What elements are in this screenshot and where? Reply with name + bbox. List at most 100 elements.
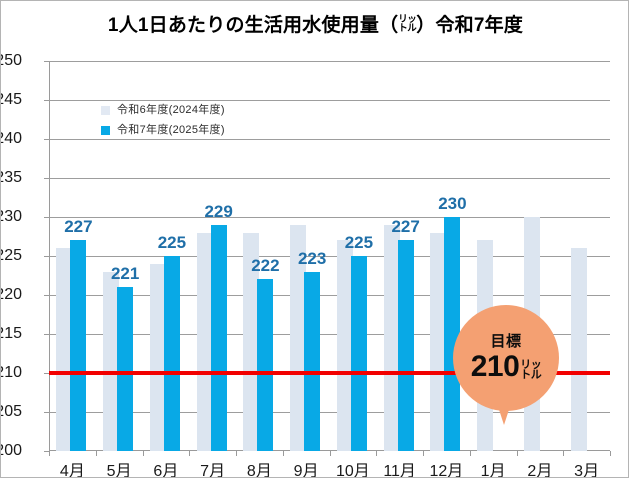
callout-value: 210 [470, 350, 520, 383]
bar-value-label: 227 [64, 217, 93, 237]
bar-previous-year [383, 224, 400, 451]
callout-label: 目標 [490, 333, 522, 350]
bar-group: 223 [283, 61, 330, 451]
bar-group: 229 [189, 61, 236, 451]
x-axis-tick [49, 451, 50, 456]
bar-current-year [444, 217, 461, 451]
plot-area: 200 205 210 215 220 225 230 235 240 245 250 227 221… [1, 53, 611, 477]
gridline [49, 100, 610, 101]
bar-group: 221 [96, 61, 143, 451]
bar-value-label: 221 [110, 264, 140, 284]
y-axis-label: 200 [1, 442, 22, 459]
y-axis-label: 215 [1, 325, 22, 342]
x-axis-label: 6月 [153, 463, 179, 478]
gridline [49, 334, 610, 335]
x-axis-label: 9月 [293, 463, 319, 478]
page-title: 1人1日あたりの生活用水使用量（ リッ トル ）令和7年度 [1, 10, 628, 37]
bar-group: 225 [143, 61, 190, 451]
x-axis-tick [423, 451, 424, 456]
callout-unit-line1: リッ [520, 358, 542, 371]
y-axis-label: 205 [1, 403, 22, 420]
y-axis-label: 210 [1, 364, 22, 381]
bar-previous-year [243, 232, 260, 451]
bar-previous-year [149, 263, 166, 451]
bar-group: 222 [236, 61, 283, 451]
y-axis-tick [44, 334, 49, 335]
y-axis-tick [44, 373, 49, 374]
callout-value-row: 210 リッ トル [471, 352, 542, 382]
y-axis-tick [44, 217, 49, 218]
bar-value-label: 225 [344, 233, 374, 252]
title-unit-line1: リッ [398, 14, 417, 26]
bar-current-year [210, 224, 227, 451]
y-axis-tick [44, 139, 49, 140]
y-axis-label: 250 [1, 52, 22, 69]
callout-unit-liter: リッ トル [520, 358, 542, 381]
bar-previous-year [336, 240, 353, 451]
legend: 令和6年度(2024年度) 令和7年度(2025年度) [101, 105, 225, 145]
y-axis-label: 225 [1, 247, 22, 264]
bar-value-label: 229 [204, 201, 233, 221]
y-axis-label: 240 [1, 130, 22, 147]
legend-item-current-year: 令和7年度(2025年度) [101, 125, 225, 136]
gridline [49, 217, 610, 218]
x-axis-label: 12月 [429, 463, 464, 478]
callout-content: 目標 210 リッ トル [453, 305, 559, 411]
bar-value-label: 227 [391, 217, 420, 237]
y-axis-tick [44, 100, 49, 101]
x-axis-tick [563, 451, 565, 456]
bar-previous-year [290, 224, 307, 451]
bar-group: 225 [330, 61, 377, 451]
title-main-text: 1人1日あたりの生活用水使用量 [107, 15, 380, 36]
bar-current-year [117, 287, 134, 451]
target-callout: 目標 210 リッ トル [453, 305, 559, 425]
x-axis-label: 2月 [527, 463, 553, 478]
legend-label-curr: 令和7年度(2025年度) [117, 124, 225, 136]
title-fiscal-year: 令和7年度 [435, 15, 524, 36]
x-axis-label: 11月 [383, 463, 416, 478]
gridline [49, 295, 610, 296]
gridline [49, 256, 610, 257]
title-unit-liter: リッ トル [398, 14, 417, 33]
legend-item-prev-year: 令和6年度(2024年度) [101, 105, 225, 116]
y-axis-tick [44, 451, 49, 452]
bar-current-year [163, 256, 180, 451]
bar-group [563, 61, 610, 451]
bar-group: 230 [423, 61, 470, 451]
x-axis-label: 5月 [106, 463, 132, 478]
legend-swatch-icon-curr [101, 126, 110, 135]
bar-previous-year [103, 271, 120, 451]
x-axis-tick [282, 451, 284, 456]
x-axis-tick [516, 451, 518, 456]
x-axis-tick [95, 451, 97, 456]
gridline [49, 412, 610, 413]
callout-unit-line2: トル [520, 369, 542, 381]
x-axis-tick [376, 451, 378, 456]
y-axis-label: 220 [1, 286, 22, 303]
x-axis-tick [469, 451, 471, 456]
x-axis-label: 10月 [335, 463, 370, 478]
y-axis-label: 235 [1, 169, 22, 186]
bar-previous-year [570, 248, 587, 451]
bar-previous-year [56, 248, 73, 451]
bar-current-year [397, 240, 414, 451]
x-axis-tick [610, 451, 611, 456]
y-axis-label: 245 [1, 91, 22, 108]
bar-current-year [257, 279, 274, 451]
x-axis-tick [329, 451, 331, 456]
bar-value-label: 223 [297, 248, 327, 268]
x-axis-label: 4月 [59, 463, 85, 478]
y-axis-tick [44, 295, 49, 296]
x-axis-tick [142, 451, 144, 456]
x-axis-tick [189, 451, 191, 456]
title-paren-close: ） [416, 15, 436, 36]
bar-value-label: 222 [251, 256, 280, 276]
x-axis-label: 8月 [246, 463, 272, 478]
gridline [49, 139, 610, 140]
title-paren-open: （ [379, 15, 399, 36]
bar-current-year [304, 271, 321, 451]
y-axis-tick [44, 61, 49, 62]
x-axis-tick [236, 451, 237, 456]
title-unit-group: （リッ トル） [379, 15, 435, 36]
y-axis-tick [44, 412, 49, 413]
